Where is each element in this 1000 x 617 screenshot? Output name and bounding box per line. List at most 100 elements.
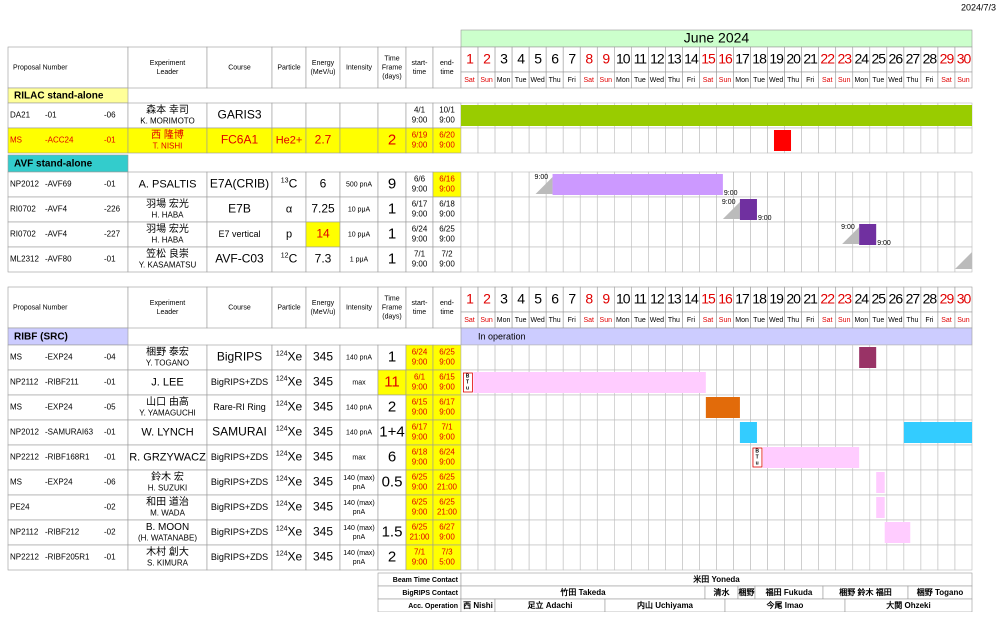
cell xyxy=(432,171,462,198)
calendar-cell xyxy=(460,127,479,154)
weekday: Sun xyxy=(600,77,613,84)
calendar-cell xyxy=(579,494,598,521)
calendar-cell xyxy=(648,419,666,446)
column-header: start- xyxy=(412,300,429,307)
contact-name: 内山 Uchiyama xyxy=(637,600,694,610)
beam-time-bar xyxy=(739,199,757,220)
cell xyxy=(127,102,208,129)
start-time: 9:00 xyxy=(412,260,428,269)
cell xyxy=(206,344,273,371)
cell xyxy=(206,419,273,446)
proposal-number: NP2112 xyxy=(10,378,39,387)
column-header: time xyxy=(440,69,453,76)
calendar-cell xyxy=(477,419,496,446)
calendar-cell xyxy=(767,171,785,198)
calendar-cell xyxy=(869,394,888,421)
calendar-cell xyxy=(511,246,530,273)
calendar-cell xyxy=(733,469,751,496)
calendar-cell xyxy=(699,127,717,154)
calendar-cell xyxy=(716,344,734,371)
calendar-cell xyxy=(579,519,598,546)
proposal-number: -06 xyxy=(104,478,116,487)
weekday: Tue xyxy=(872,77,884,84)
weekday: Sun xyxy=(957,317,970,324)
cell xyxy=(405,221,434,248)
time-frame: 11 xyxy=(384,373,400,390)
column-header: (MeV/u) xyxy=(311,69,336,76)
calendar-cell xyxy=(613,246,632,273)
calendar-cell xyxy=(886,419,905,446)
end-time: 9:00 xyxy=(439,358,455,367)
cell xyxy=(377,127,407,154)
weekday: Thu xyxy=(549,317,561,324)
intensity: 140 (max) xyxy=(343,500,375,507)
day-number: 18 xyxy=(752,291,767,307)
calendar-cell xyxy=(613,519,632,546)
beam-time-bar xyxy=(773,130,792,151)
column-header: Frame xyxy=(382,304,402,311)
header-cell xyxy=(405,286,434,329)
particle: 124Xe xyxy=(276,500,303,514)
proposal-number: NP2112 xyxy=(10,528,39,537)
calendar-cell xyxy=(886,544,905,571)
cell xyxy=(127,444,208,471)
particle: 124Xe xyxy=(276,450,303,464)
proposal-number: -RIBF168R1 xyxy=(45,453,90,462)
cell xyxy=(305,102,341,129)
proposal-number: -RIBF205R1 xyxy=(45,553,90,562)
calendar-cell xyxy=(937,221,956,248)
calendar-cell xyxy=(801,171,820,198)
calendar-cell xyxy=(937,519,956,546)
start-date: 6/15 xyxy=(412,398,428,407)
proposal-number: -RIBF212 xyxy=(45,528,80,537)
calendar-cell xyxy=(750,344,768,371)
day-number: 8 xyxy=(585,291,593,307)
leader-name: B. MOON xyxy=(146,522,189,533)
calendar-cell xyxy=(750,544,768,571)
calendar-cell xyxy=(784,369,802,396)
calendar-cell xyxy=(613,127,632,154)
proposal-number: -SAMURAI63 xyxy=(45,428,94,437)
calendar-cell xyxy=(818,494,837,521)
calendar-cell xyxy=(460,419,479,446)
time-frame: 1 xyxy=(388,348,396,365)
calendar-cell xyxy=(648,344,666,371)
proposal-number: RI0702 xyxy=(10,230,36,239)
calendar-cell xyxy=(631,127,649,154)
calendar-cell xyxy=(784,344,802,371)
day-number: 3 xyxy=(500,291,508,307)
calendar-cell xyxy=(716,127,734,154)
beam-time-bar xyxy=(762,447,860,468)
cell xyxy=(305,221,341,248)
leader-name: 木村 創大 xyxy=(146,545,189,558)
calendar-cell xyxy=(869,246,888,273)
particle-symbol: Xe xyxy=(288,500,303,514)
calendar-cell xyxy=(903,494,922,521)
energy: 345 xyxy=(313,400,333,414)
calendar-cell xyxy=(596,519,615,546)
calendar-cell xyxy=(699,196,717,223)
header-cell xyxy=(7,286,129,329)
calendar-cell xyxy=(903,444,922,471)
particle-symbol: Xe xyxy=(288,400,303,414)
calendar-cell xyxy=(648,196,666,223)
leader-name: H. HABA xyxy=(151,211,184,220)
course: BigRIPS+ZDS xyxy=(211,552,268,562)
day-number: 13 xyxy=(667,51,682,67)
proposal-number: MS xyxy=(10,478,22,487)
calendar-cell xyxy=(954,394,973,421)
contact-name: 梱野 xyxy=(739,587,755,597)
day-number: 21 xyxy=(803,51,818,67)
cell xyxy=(377,419,407,446)
day-number: 12 xyxy=(650,291,665,307)
header-cell xyxy=(271,46,307,89)
tuning-triangle xyxy=(955,252,972,269)
calendar-cell xyxy=(852,196,871,223)
weekday: Tue xyxy=(872,317,884,324)
column-header: Frame xyxy=(382,64,402,71)
contact-name: 梱野 鈴木 福田 xyxy=(839,587,891,597)
calendar-cell xyxy=(801,519,820,546)
weekday: Sat xyxy=(583,317,594,324)
weekday: Tue xyxy=(515,77,527,84)
end-date: 7/2 xyxy=(441,250,453,259)
